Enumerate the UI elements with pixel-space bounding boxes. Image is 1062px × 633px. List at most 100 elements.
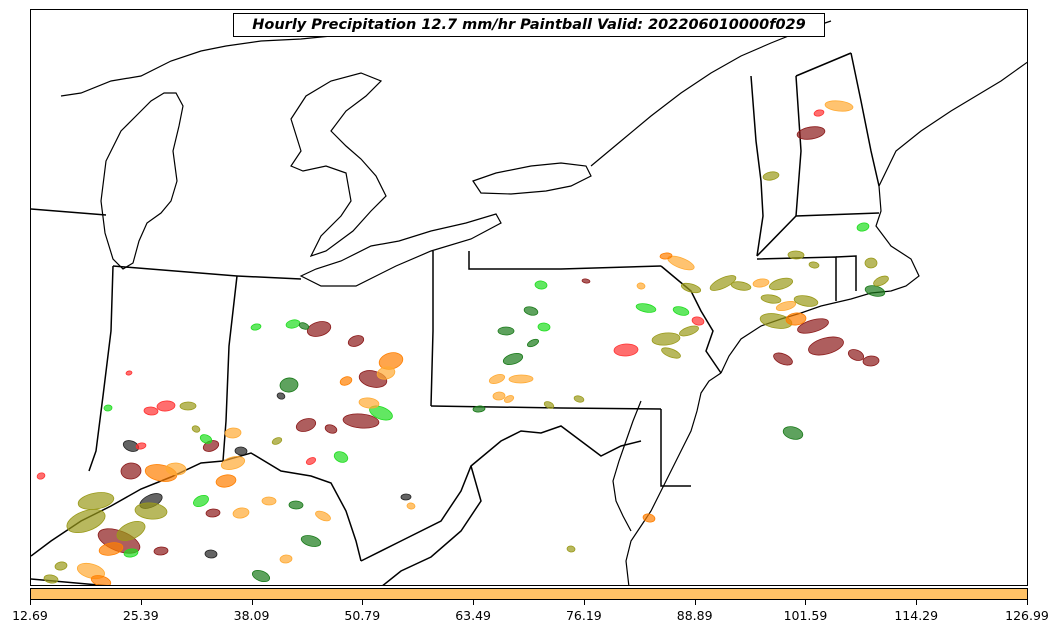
precipitation-blob	[502, 352, 524, 366]
precipitation-blob	[315, 510, 331, 522]
precipitation-blob	[54, 561, 68, 571]
precipitation-blob	[680, 282, 702, 294]
ohio-north-shore	[236, 275, 302, 280]
precipitation-blob	[472, 405, 486, 413]
coastlines	[60, 20, 1027, 585]
precipitation-blob	[661, 347, 681, 359]
colorbar-tick	[140, 600, 142, 605]
precipitation-blob	[358, 397, 380, 409]
precipitation-blob	[642, 513, 656, 523]
chesapeake-bay	[612, 400, 642, 532]
precipitation-blob	[862, 355, 880, 367]
precipitation-blob	[527, 338, 539, 348]
precipitation-blob	[768, 277, 794, 291]
precipitation-blob	[205, 508, 221, 518]
lake-erie	[299, 213, 502, 287]
precipitation-blob	[492, 391, 506, 401]
colorbar-tick	[473, 600, 475, 605]
precipitation-blob	[808, 336, 844, 356]
precipitation-blob	[636, 282, 646, 290]
precipitation-blob	[808, 261, 820, 269]
ny-vt-border	[750, 75, 764, 257]
precipitation-blob	[215, 474, 237, 488]
precipitation-blob	[775, 300, 797, 312]
colorbar-tick-label: 114.29	[894, 608, 939, 623]
upper-peninsula-coast	[60, 35, 332, 97]
indiana-ohio-border	[222, 275, 238, 462]
precipitation-blob	[261, 496, 277, 506]
precipitation-blob	[760, 294, 782, 304]
colorbar-tick-label: 25.39	[122, 608, 159, 623]
colorbar-ticks: 12.69 25.39 38.09 50.79 63.49 76.19 88.89 101.5…	[12, 600, 1049, 630]
precipitation-blob	[153, 546, 169, 556]
precipitation-blob	[339, 376, 353, 386]
precipitation-blob	[785, 312, 807, 326]
precipitation-blob	[199, 434, 213, 444]
colorbar	[30, 588, 1028, 600]
precipitation-blob	[691, 316, 705, 326]
colorbar-tick	[694, 600, 696, 605]
new-england-coast	[720, 61, 1027, 374]
precipitation-blob	[193, 494, 209, 508]
map-canvas	[31, 20, 1027, 585]
precipitation-blob	[400, 493, 412, 501]
precipitation-blob	[824, 100, 854, 112]
precipitation-blob	[324, 424, 338, 434]
precipitation-blob	[787, 250, 805, 260]
precipitation-blob	[813, 109, 825, 117]
precipitation-blob	[537, 322, 551, 332]
precipitation-blob	[116, 520, 146, 542]
colorbar-tick-label: 12.69	[12, 608, 48, 623]
precipitation-blob	[782, 426, 804, 440]
colorbar-tick	[30, 600, 31, 605]
colorbar-tick-label: 38.09	[233, 608, 270, 623]
precipitation-blob	[856, 222, 870, 232]
colorbar-tick	[583, 600, 585, 605]
precipitation-blob	[143, 406, 159, 416]
precipitation-blob	[864, 285, 886, 297]
lake-michigan	[100, 92, 184, 270]
lake-huron	[290, 72, 387, 258]
colorbar-tick	[251, 600, 253, 605]
lake-ontario	[472, 162, 592, 195]
ma-north-border	[756, 212, 880, 257]
precipitation-blob	[651, 332, 681, 346]
precipitation-blob	[672, 306, 690, 316]
precipitation-blob	[523, 306, 539, 316]
precipitation-blob	[165, 462, 187, 476]
precipitation-blob	[251, 569, 271, 583]
precipitation-blob	[613, 343, 639, 357]
precipitation-blob	[232, 507, 250, 519]
precipitation-blob	[98, 542, 124, 556]
precipitation-blob	[135, 442, 147, 450]
precipitation-blob	[797, 318, 829, 334]
indiana-ohio-north	[112, 265, 238, 277]
precipitation-blob	[179, 401, 197, 411]
colorbar-tick-label: 101.59	[783, 608, 828, 623]
pa-south-border	[430, 405, 662, 410]
nh-north	[795, 52, 852, 77]
precipitation-blob	[36, 472, 46, 480]
precipitation-blob	[125, 370, 133, 376]
precipitation-blob	[543, 401, 555, 409]
precipitation-blob	[508, 374, 534, 384]
colorbar-tick-label: 50.79	[344, 608, 381, 623]
precipitation-blob	[224, 427, 242, 439]
precipitation-blob	[276, 392, 286, 400]
colorbar-tick	[362, 600, 364, 605]
precipitation-blob	[156, 400, 176, 412]
precipitation-blob	[305, 457, 317, 465]
precipitation-blob	[376, 366, 396, 380]
precipitation-blob	[773, 352, 793, 366]
precipitation-blob	[250, 323, 262, 331]
md-de-border	[660, 409, 691, 487]
precipitation-blob	[762, 171, 780, 181]
precipitation-blob	[659, 252, 673, 260]
precipitation-blob	[90, 575, 112, 585]
pa-north-border	[468, 251, 662, 270]
precipitation-blob	[730, 281, 752, 291]
map-frame	[30, 9, 1028, 586]
precipitation-blob	[488, 374, 506, 384]
precipitation-blob	[300, 535, 322, 547]
precipitation-blob	[709, 275, 737, 291]
